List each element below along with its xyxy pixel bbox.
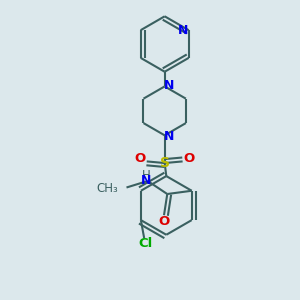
Text: N: N: [164, 130, 174, 143]
Text: O: O: [158, 214, 169, 228]
Text: N: N: [178, 24, 189, 37]
Text: Cl: Cl: [139, 237, 153, 250]
Text: N: N: [164, 79, 174, 92]
Text: H: H: [142, 169, 150, 182]
Text: CH₃: CH₃: [97, 182, 119, 195]
Text: O: O: [135, 152, 146, 165]
Text: O: O: [184, 152, 195, 165]
Text: S: S: [160, 156, 170, 170]
Text: N: N: [141, 175, 151, 188]
